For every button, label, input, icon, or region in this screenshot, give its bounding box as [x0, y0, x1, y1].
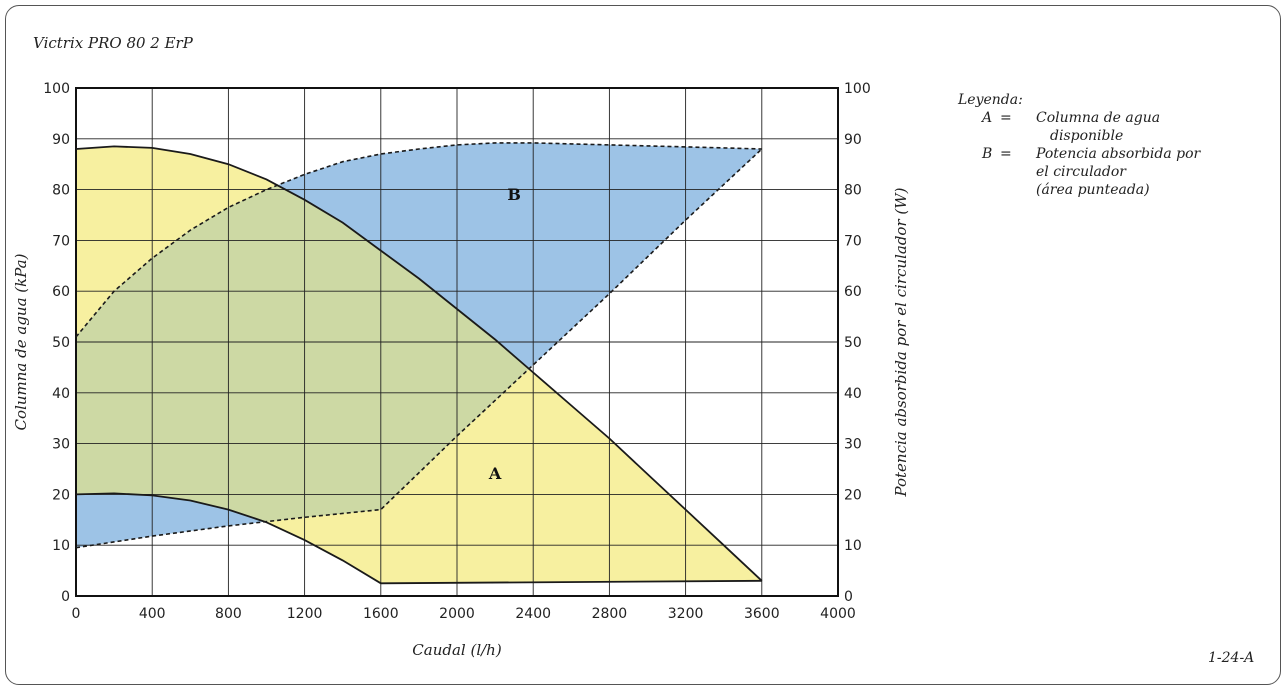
- y-tick-label: 70: [52, 233, 70, 249]
- y2-tick-label: 50: [844, 335, 862, 351]
- series-line-a-0: [75, 145, 763, 582]
- x-tick-label: 1600: [363, 606, 399, 622]
- x-tick-label: 3200: [668, 606, 704, 622]
- legend-item-a: A = Columna de agua disponible: [958, 109, 1200, 145]
- x-tick-label: 0: [72, 606, 81, 622]
- y-tick-label: 60: [52, 284, 70, 300]
- legend: Leyenda: A = Columna de agua disponible …: [958, 91, 1200, 199]
- legend-eq-a: =: [1000, 110, 1012, 126]
- legend-heading: Leyenda:: [958, 92, 1023, 108]
- legend-text-a-2: disponible: [1050, 128, 1124, 144]
- legend-text-b-2: el circulador: [1036, 164, 1126, 180]
- y-tick-label: 40: [52, 386, 70, 402]
- y2-tick-label: 20: [844, 487, 862, 503]
- series-line-b-4: [75, 148, 763, 549]
- x-tick-label: 3600: [744, 606, 780, 622]
- chart-ticks: 0 400 800 1200 1600 2000 2400 2800 3200 3600 40000…: [43, 81, 870, 622]
- y2-tick-label: 100: [844, 81, 871, 97]
- y-tick-label: 100: [43, 81, 70, 97]
- y2-tick-label: 60: [844, 284, 862, 300]
- y-tick-label: 10: [52, 538, 70, 554]
- y2-tick-label: 80: [844, 183, 862, 199]
- y2-tick-label: 90: [844, 132, 862, 148]
- legend-text-a-1: Columna de agua: [1036, 110, 1161, 126]
- legend-key-b: B: [982, 146, 993, 162]
- y2-tick-label: 40: [844, 386, 862, 402]
- area-label-b: B: [507, 185, 521, 204]
- chart-lines: [75, 142, 763, 585]
- x-tick-label: 2800: [592, 606, 628, 622]
- series-line-a-2: [380, 579, 762, 585]
- x-tick-label: 800: [215, 606, 242, 622]
- y-axis-title-left: Columna de agua (kPa): [12, 253, 30, 430]
- y-tick-label: 90: [52, 132, 70, 148]
- legend-text-b-1: Potencia absorbida por: [1036, 146, 1201, 162]
- y-tick-label: 80: [52, 183, 70, 199]
- series-line-b-3: [75, 142, 762, 338]
- x-tick-label: 2400: [515, 606, 551, 622]
- y-tick-label: 50: [52, 335, 70, 351]
- y2-tick-label: 70: [844, 233, 862, 249]
- plot-border: [75, 87, 839, 597]
- legend-eq-b: =: [1000, 146, 1012, 162]
- x-tick-label: 2000: [439, 606, 475, 622]
- y2-tick-label: 0: [844, 589, 853, 605]
- chart-title: Victrix PRO 80 2 ErP: [33, 34, 193, 52]
- y-tick-label: 0: [61, 589, 70, 605]
- legend-key-a: A: [982, 110, 993, 126]
- series-line-a-1: [75, 492, 382, 585]
- y2-tick-label: 10: [844, 538, 862, 554]
- legend-text-b-3: (área punteada): [1036, 182, 1150, 198]
- y-axis-title-right: Potencia absorbida por el circulador (W): [892, 187, 910, 497]
- x-tick-label: 4000: [820, 606, 856, 622]
- area-label-a: A: [488, 464, 502, 483]
- figure-reference: 1-24-A: [1208, 650, 1255, 666]
- x-tick-label: 400: [139, 606, 166, 622]
- legend-item-b: B = Potencia absorbida por el circulador…: [958, 145, 1200, 199]
- x-tick-label: 1200: [287, 606, 323, 622]
- x-axis-title: Caudal (l/h): [412, 641, 502, 659]
- chart-labels: AB: [488, 185, 521, 483]
- chart-grid: [75, 87, 839, 597]
- y-tick-label: 20: [52, 487, 70, 503]
- y-tick-label: 30: [52, 437, 70, 453]
- y2-tick-label: 30: [844, 437, 862, 453]
